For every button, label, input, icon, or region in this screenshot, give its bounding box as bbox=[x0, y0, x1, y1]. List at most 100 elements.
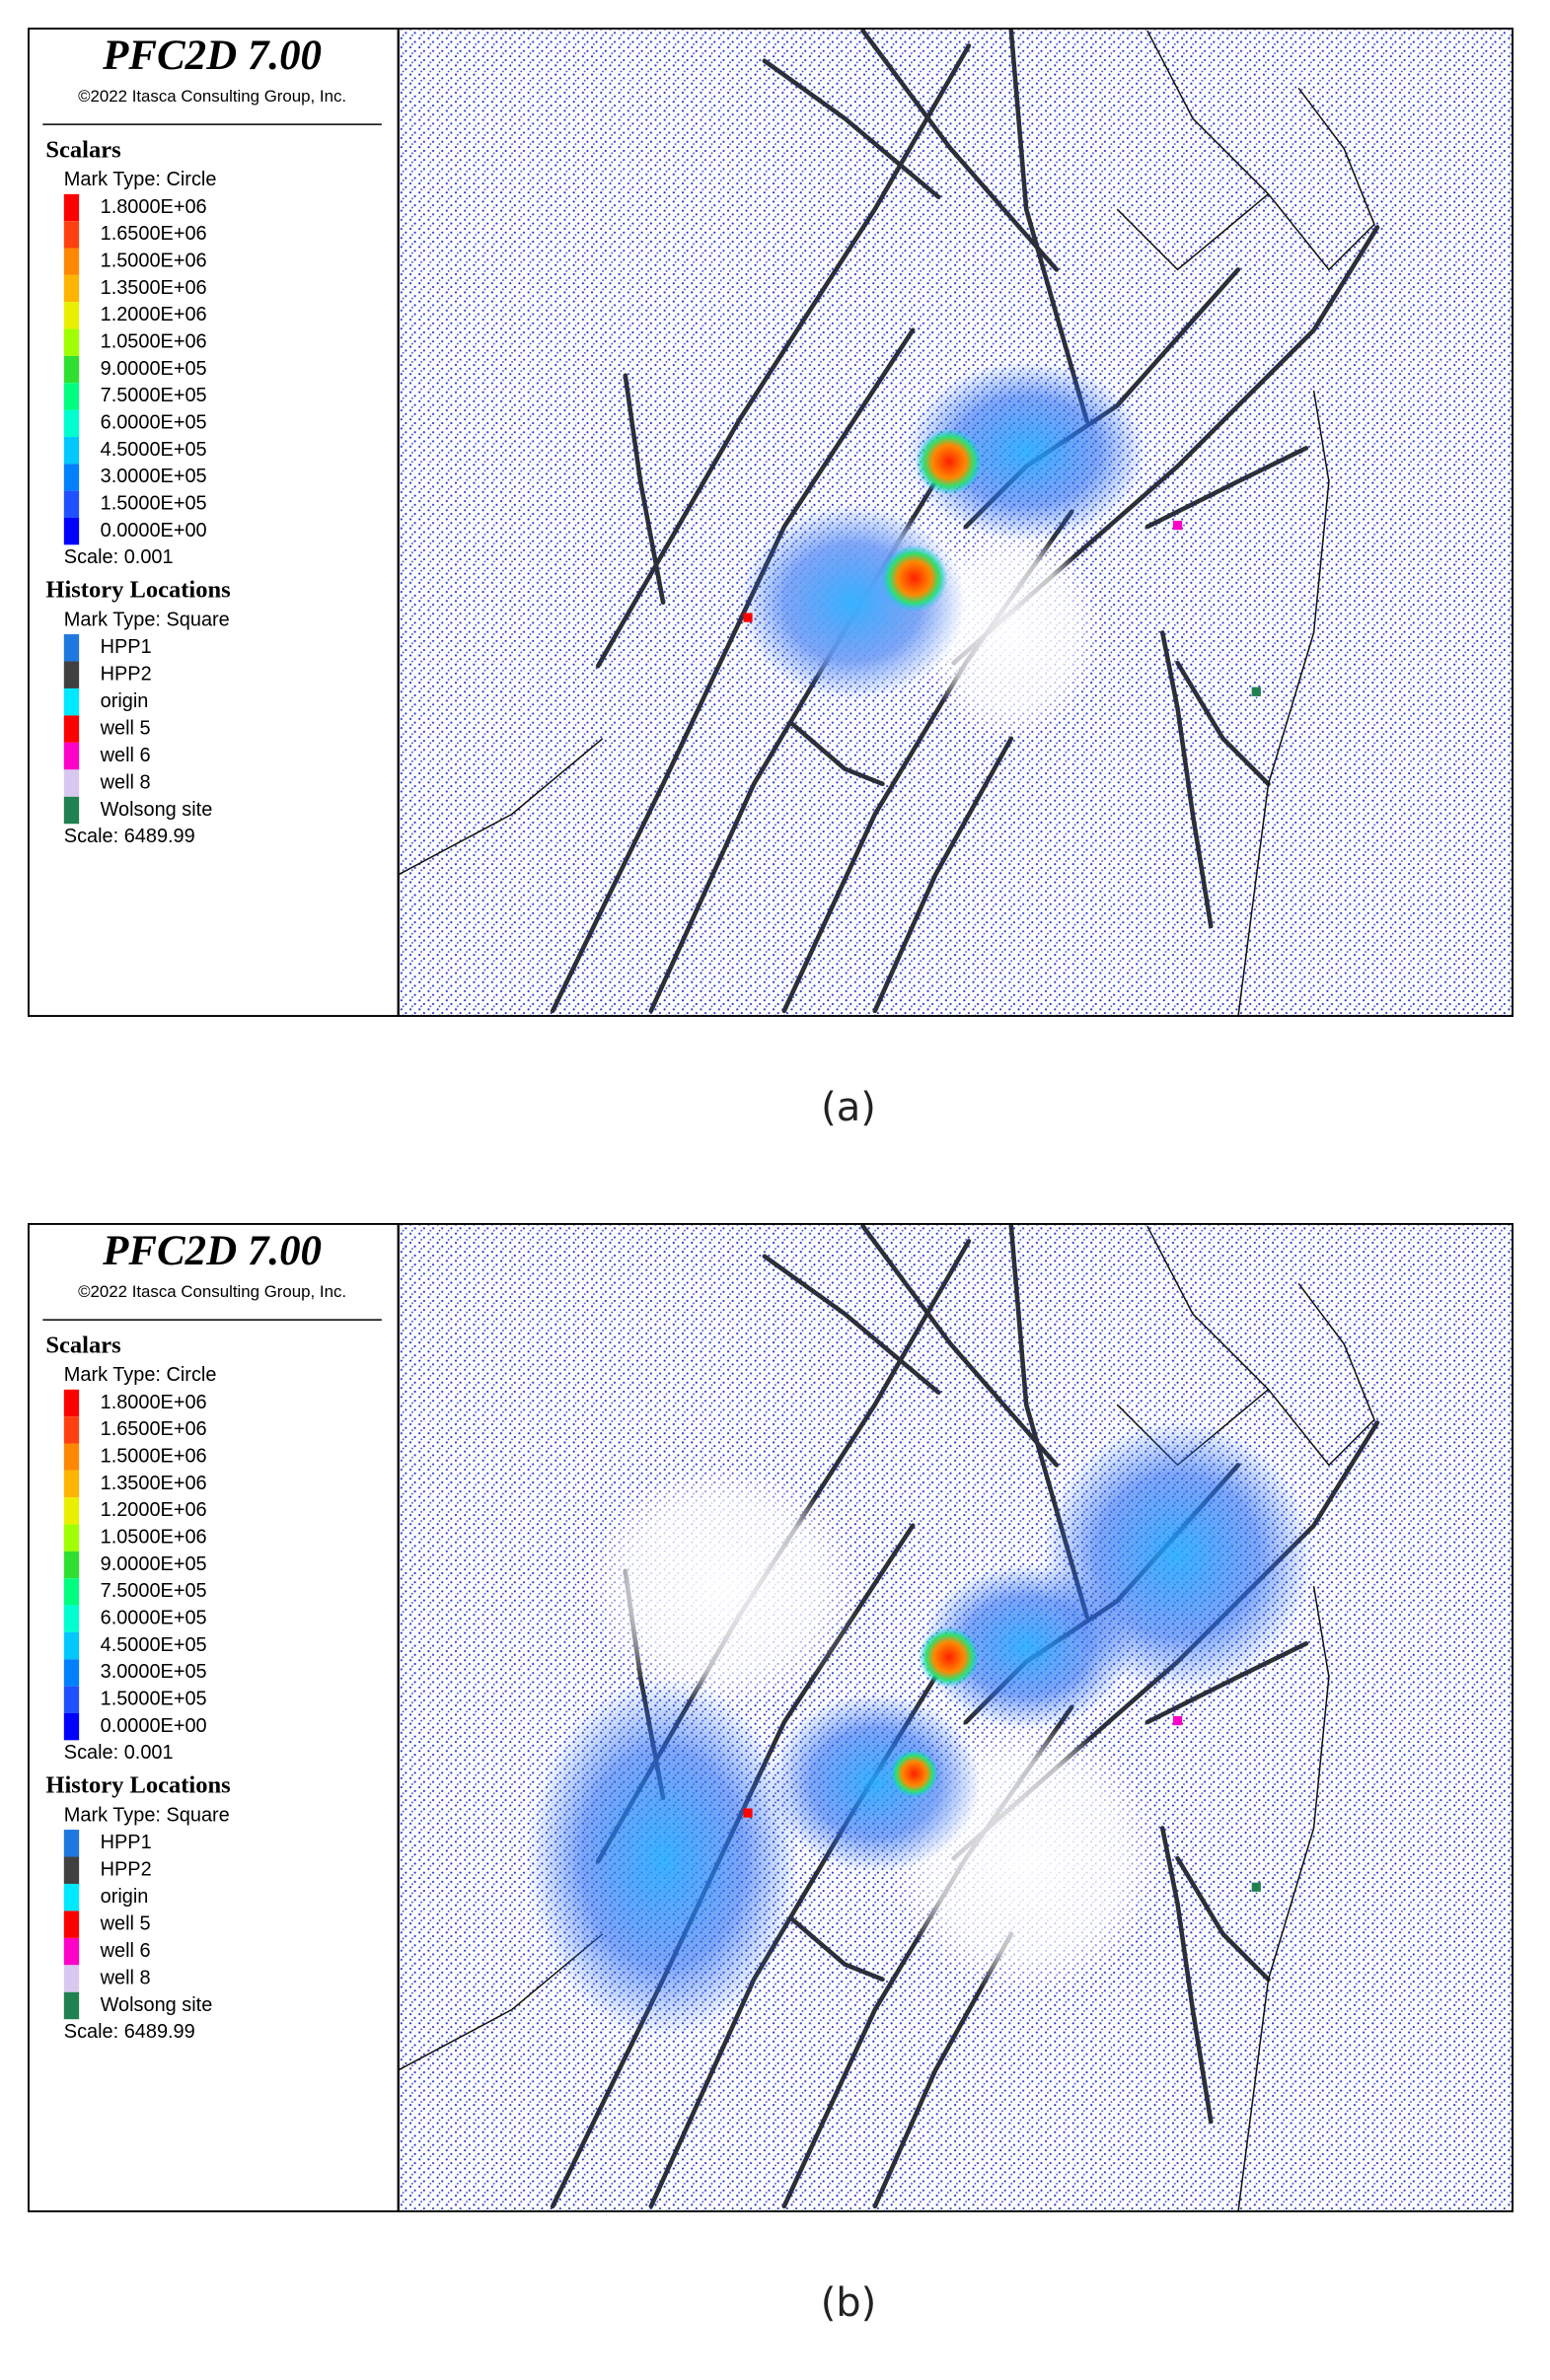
legend-section-title: History Locations bbox=[45, 1772, 230, 1799]
legend-scale: Scale: 6489.99 bbox=[64, 826, 195, 847]
legend-label: 3.0000E+05 bbox=[101, 466, 207, 487]
legend-swatch bbox=[63, 715, 80, 743]
panel: PFC2D 7.00 ©2022 Itasca Consulting Group,… bbox=[28, 28, 1513, 1017]
legend-label: 1.0500E+06 bbox=[101, 330, 207, 352]
legend-swatch bbox=[63, 1937, 80, 1966]
legend-swatch bbox=[63, 1991, 80, 2020]
legend-label: well 6 bbox=[100, 1940, 151, 1962]
legend-label: 0.0000E+00 bbox=[101, 1715, 207, 1737]
legend-label: 1.2000E+06 bbox=[101, 304, 207, 325]
legend-label: origin bbox=[101, 690, 149, 712]
legend-scale: Scale: 6489.99 bbox=[64, 2021, 195, 2043]
legend-swatch bbox=[63, 1830, 80, 1857]
legend-swatch bbox=[63, 1416, 80, 1444]
legend-scale: Scale: 0.001 bbox=[64, 546, 174, 568]
legend-swatch bbox=[63, 383, 80, 410]
legend-swatch bbox=[63, 436, 80, 465]
legend-label: 1.5000E+05 bbox=[101, 1689, 207, 1710]
legend-swatch bbox=[63, 328, 80, 356]
legend-label: well 8 bbox=[100, 771, 151, 793]
legend-label: well 5 bbox=[100, 717, 151, 739]
legend-label: 4.5000E+05 bbox=[101, 1634, 207, 1656]
legend-swatch bbox=[63, 1965, 80, 1992]
legend-section-title: Scalars bbox=[45, 136, 120, 163]
copyright: ©2022 Itasca Consulting Group, Inc. bbox=[78, 87, 346, 106]
legend-label: well 8 bbox=[100, 1967, 151, 1988]
legend-label: 1.3500E+06 bbox=[101, 277, 207, 299]
legend-label: 4.5000E+05 bbox=[101, 439, 207, 461]
legend-swatch bbox=[63, 1443, 80, 1471]
frame bbox=[28, 1223, 1513, 2212]
legend-swatch bbox=[63, 1551, 80, 1579]
legend-background bbox=[28, 28, 399, 1017]
legend-swatch bbox=[63, 1856, 80, 1884]
legend-label: 1.8000E+06 bbox=[101, 1392, 207, 1413]
legend-label: origin bbox=[101, 1886, 149, 1908]
legend-swatch bbox=[63, 464, 80, 491]
legend-label: 9.0000E+05 bbox=[101, 358, 207, 380]
legend-swatch bbox=[63, 302, 80, 329]
legend-label: 1.5000E+06 bbox=[101, 1445, 207, 1467]
legend-label: Wolsong site bbox=[101, 799, 213, 821]
legend-swatch bbox=[63, 634, 80, 662]
mark-type: Mark Type: Circle bbox=[64, 1364, 217, 1386]
legend-swatch bbox=[63, 1389, 80, 1417]
legend-label: 1.2000E+06 bbox=[101, 1499, 207, 1521]
legend-swatch bbox=[63, 1524, 80, 1551]
particle-model bbox=[399, 1223, 1513, 2212]
legend-swatch bbox=[63, 355, 80, 384]
legend-label: HPP1 bbox=[101, 1832, 152, 1853]
legend-swatch bbox=[63, 1686, 80, 1713]
legend-label: 7.5000E+05 bbox=[101, 1580, 207, 1602]
mark-type: Mark Type: Square bbox=[64, 1804, 230, 1826]
panel: PFC2D 7.00 ©2022 Itasca Consulting Group,… bbox=[28, 1223, 1513, 2212]
legend-background bbox=[28, 1223, 399, 2212]
legend-label: 1.5000E+05 bbox=[101, 493, 207, 515]
legend-label: 1.6500E+06 bbox=[101, 223, 207, 245]
legend-label: 1.5000E+06 bbox=[101, 250, 207, 271]
legend-label: 6.0000E+05 bbox=[101, 412, 207, 434]
caption: (b) bbox=[820, 2280, 877, 2326]
legend-swatch bbox=[63, 1470, 80, 1498]
legend-label: 1.0500E+06 bbox=[101, 1526, 207, 1548]
legend-swatch bbox=[63, 661, 80, 688]
legend-label: 1.6500E+06 bbox=[101, 1418, 207, 1440]
legend-swatch bbox=[63, 193, 80, 222]
legend-label: well 6 bbox=[100, 745, 151, 766]
legend-label: well 5 bbox=[100, 1912, 151, 1934]
legend-label: HPP2 bbox=[101, 1859, 152, 1881]
legend-swatch bbox=[63, 796, 80, 825]
legend-label: 6.0000E+05 bbox=[101, 1608, 207, 1629]
legend-label: 0.0000E+00 bbox=[101, 520, 207, 541]
legend-swatch bbox=[63, 1605, 80, 1632]
caption: (a) bbox=[821, 1085, 876, 1130]
legend-swatch bbox=[63, 1578, 80, 1606]
software-title: PFC2D 7.00 bbox=[102, 33, 322, 79]
copyright: ©2022 Itasca Consulting Group, Inc. bbox=[78, 1282, 346, 1301]
legend-swatch bbox=[63, 742, 80, 770]
legend-swatch bbox=[63, 1631, 80, 1660]
legend-label: 1.8000E+06 bbox=[101, 196, 207, 218]
mark-type: Mark Type: Circle bbox=[64, 169, 217, 190]
legend-label: 9.0000E+05 bbox=[101, 1553, 207, 1575]
legend-label: 3.0000E+05 bbox=[101, 1661, 207, 1683]
legend-swatch bbox=[63, 517, 80, 545]
legend-swatch bbox=[63, 490, 80, 518]
frame bbox=[28, 28, 1513, 1017]
legend-swatch bbox=[63, 1911, 80, 1938]
legend-label: HPP1 bbox=[101, 636, 152, 658]
legend-swatch bbox=[63, 409, 80, 437]
legend-swatch bbox=[63, 769, 80, 797]
legend-swatch bbox=[63, 1712, 80, 1741]
legend-section-title: History Locations bbox=[45, 577, 230, 604]
legend-swatch bbox=[63, 221, 80, 249]
mark-type: Mark Type: Square bbox=[64, 609, 230, 630]
legend-label: HPP2 bbox=[101, 664, 152, 685]
legend-label: Wolsong site bbox=[101, 1994, 213, 2016]
legend-scale: Scale: 0.001 bbox=[64, 1742, 174, 1764]
software-title: PFC2D 7.00 bbox=[102, 1228, 322, 1274]
legend-label: 1.3500E+06 bbox=[101, 1473, 207, 1494]
legend-swatch bbox=[63, 1497, 80, 1525]
legend-swatch bbox=[63, 274, 80, 303]
